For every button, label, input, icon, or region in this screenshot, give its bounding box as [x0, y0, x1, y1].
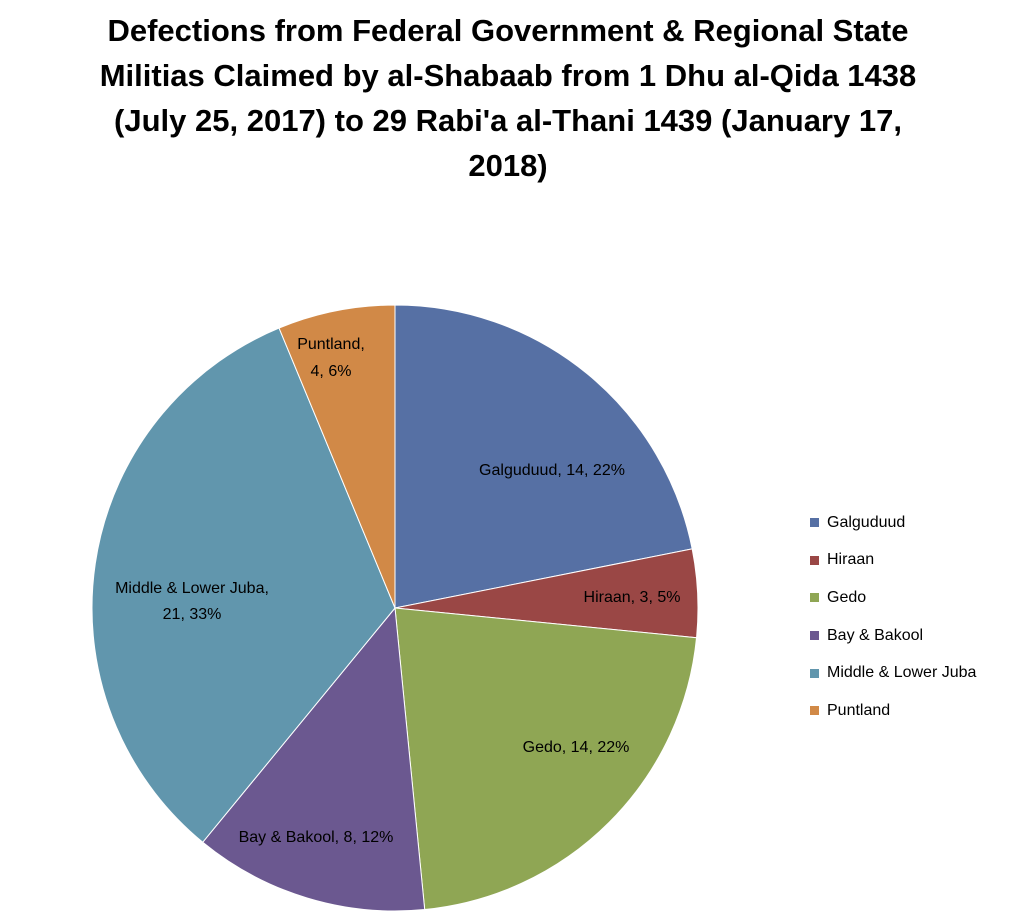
legend-item-middle-lower-juba: Middle & Lower Juba: [810, 654, 976, 692]
pie-slice-galguduud: [394, 304, 693, 609]
legend-swatch-puntland: [810, 706, 819, 716]
chart-title: Defections from Federal Government & Reg…: [99, 13, 917, 183]
legend-label-gedo: Gedo: [827, 588, 867, 606]
legend-label-bay-bakool: Bay & Bakool: [827, 626, 924, 644]
data-label-middle-lower-juba-line-2: 21, 33%: [163, 606, 222, 623]
data-label-hiraan: Hiraan, 3, 5%: [584, 589, 681, 606]
pie-slice-gedo: [394, 607, 698, 911]
legend-label-galguduud: Galguduud: [827, 513, 906, 531]
legend-item-hiraan: Hiraan: [810, 542, 976, 580]
legend-label-puntland: Puntland: [827, 701, 891, 719]
legend-swatch-middle-lower-juba: [810, 668, 819, 678]
pie-slice-puntland: [278, 304, 396, 609]
data-label-puntland-line-2: 4, 6%: [311, 363, 352, 380]
data-label-puntland-line-1: Puntland,: [297, 336, 365, 353]
pie-slice-middle-lower-juba: [91, 327, 396, 843]
pie-slice-bay-bakool: [202, 606, 426, 912]
legend-swatch-galguduud: [810, 518, 819, 528]
legend-swatch-gedo: [810, 593, 819, 603]
legend-item-puntland: Puntland: [810, 692, 976, 730]
data-label-gedo: Gedo, 14, 22%: [523, 739, 630, 756]
legend-swatch-hiraan: [810, 555, 819, 565]
data-label-galguduud: Galguduud, 14, 22%: [479, 462, 625, 479]
legend: Galguduud Hiraan Gedo Bay & Bakool Middl…: [810, 504, 976, 730]
data-label-bay-bakool: Bay & Bakool, 8, 12%: [239, 829, 394, 846]
legend-item-gedo: Gedo: [810, 579, 976, 617]
data-label-middle-lower-juba: Middle & Lower Juba, 21, 33%: [115, 580, 269, 623]
legend-item-galguduud: Galguduud: [810, 504, 976, 542]
legend-label-middle-lower-juba: Middle & Lower Juba: [827, 664, 977, 682]
legend-item-bay-bakool: Bay & Bakool: [810, 617, 976, 655]
data-label-puntland: Puntland, 4, 6%: [297, 336, 365, 380]
legend-label-hiraan: Hiraan: [827, 551, 875, 569]
legend-swatch-bay-bakool: [810, 631, 819, 641]
data-label-middle-lower-juba-line-1: Middle & Lower Juba,: [115, 580, 269, 597]
